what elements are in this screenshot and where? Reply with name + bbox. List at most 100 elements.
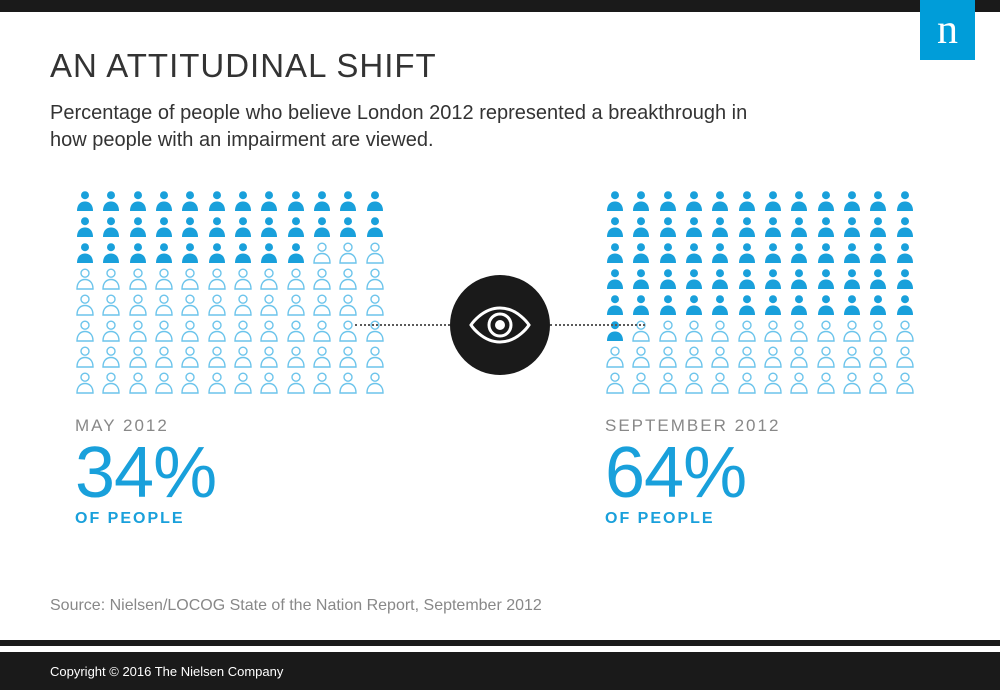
person-icon-filled <box>365 216 385 238</box>
person-icon-filled <box>180 242 200 264</box>
person-icon-filled <box>842 268 862 290</box>
person-icon-filled <box>658 294 678 316</box>
eye-icon <box>467 305 533 345</box>
person-icon-filled <box>128 190 148 212</box>
person-icon-filled <box>154 216 174 238</box>
person-icon-filled <box>128 216 148 238</box>
person-icon-filled <box>286 190 306 212</box>
person-icon-filled <box>312 190 332 212</box>
person-icon-filled <box>816 242 836 264</box>
bottom-bar: Copyright © 2016 The Nielsen Company <box>0 652 1000 690</box>
person-icon-outline <box>312 268 332 290</box>
person-icon-outline <box>154 320 174 342</box>
person-icon-outline <box>895 346 915 368</box>
panel-may-2012: MAY 2012 34% OF PEOPLE <box>75 190 395 528</box>
person-icon-outline <box>737 372 757 394</box>
person-icon-filled <box>684 190 704 212</box>
person-icon-outline <box>684 320 704 342</box>
person-icon-outline <box>101 346 121 368</box>
person-icon-filled <box>737 190 757 212</box>
person-icon-filled <box>763 268 783 290</box>
person-icon-filled <box>684 294 704 316</box>
person-icon-filled <box>763 294 783 316</box>
person-icon-filled <box>737 268 757 290</box>
person-icon-outline <box>763 346 783 368</box>
page-title: AN ATTITUDINAL SHIFT <box>50 47 950 85</box>
person-icon-filled <box>842 294 862 316</box>
person-icon-filled <box>684 242 704 264</box>
person-icon-outline <box>101 294 121 316</box>
person-icon-outline <box>868 320 888 342</box>
person-icon-outline <box>658 320 678 342</box>
person-icon-filled <box>816 268 836 290</box>
person-icon-outline <box>233 294 253 316</box>
person-icon-outline <box>710 320 730 342</box>
person-icon-outline <box>128 320 148 342</box>
person-icon-outline <box>259 268 279 290</box>
content-area: AN ATTITUDINAL SHIFT Percentage of peopl… <box>0 12 1000 164</box>
person-icon-outline <box>154 346 174 368</box>
person-icon-filled <box>763 190 783 212</box>
person-icon-filled <box>816 216 836 238</box>
person-icon-filled <box>154 242 174 264</box>
person-icon-outline <box>763 372 783 394</box>
person-icon-filled <box>75 242 95 264</box>
person-icon-outline <box>207 372 227 394</box>
person-icon-outline <box>154 294 174 316</box>
person-icon-outline <box>842 320 862 342</box>
person-icon-filled <box>842 216 862 238</box>
person-icon-filled <box>842 190 862 212</box>
person-icon-filled <box>710 242 730 264</box>
person-icon-filled <box>737 216 757 238</box>
person-icon-filled <box>763 242 783 264</box>
person-icon-filled <box>101 216 121 238</box>
person-icon-outline <box>286 346 306 368</box>
person-icon-outline <box>259 320 279 342</box>
top-bar <box>0 0 1000 12</box>
person-icon-filled <box>737 294 757 316</box>
person-icon-outline <box>658 372 678 394</box>
person-icon-outline <box>154 372 174 394</box>
bottom-stripe <box>0 640 1000 652</box>
person-icon-filled <box>816 190 836 212</box>
person-icon-outline <box>180 320 200 342</box>
person-icon-filled <box>233 190 253 212</box>
person-icon-outline <box>75 372 95 394</box>
person-icon-filled <box>207 242 227 264</box>
person-icon-outline <box>365 372 385 394</box>
person-icon-outline <box>338 372 358 394</box>
person-icon-outline <box>101 372 121 394</box>
person-icon-outline <box>286 294 306 316</box>
person-icon-outline <box>259 294 279 316</box>
person-icon-outline <box>737 320 757 342</box>
person-icon-outline <box>842 346 862 368</box>
person-icon-filled <box>895 268 915 290</box>
person-icon-outline <box>75 268 95 290</box>
person-icon-filled <box>895 294 915 316</box>
person-icon-filled <box>789 242 809 264</box>
person-icon-filled <box>259 242 279 264</box>
percent-caption: OF PEOPLE <box>605 510 715 528</box>
person-icon-filled <box>180 190 200 212</box>
person-icon-filled <box>710 190 730 212</box>
person-icon-outline <box>789 346 809 368</box>
percent-caption: OF PEOPLE <box>75 510 185 528</box>
person-icon-filled <box>658 268 678 290</box>
person-icon-outline <box>763 320 783 342</box>
person-icon-outline <box>312 372 332 394</box>
person-icon-outline <box>710 346 730 368</box>
person-icon-filled <box>605 242 625 264</box>
person-icon-filled <box>207 190 227 212</box>
person-icon-outline <box>207 268 227 290</box>
person-icon-filled <box>180 216 200 238</box>
person-icon-outline <box>789 320 809 342</box>
person-icon-outline <box>154 268 174 290</box>
panel-sep-2012: SEPTEMBER 2012 64% OF PEOPLE <box>605 190 925 528</box>
person-icon-outline <box>868 372 888 394</box>
person-icon-outline <box>75 294 95 316</box>
person-icon-filled <box>101 242 121 264</box>
person-icon-filled <box>868 190 888 212</box>
person-icon-outline <box>233 268 253 290</box>
person-icon-filled <box>631 216 651 238</box>
person-icon-outline <box>684 346 704 368</box>
